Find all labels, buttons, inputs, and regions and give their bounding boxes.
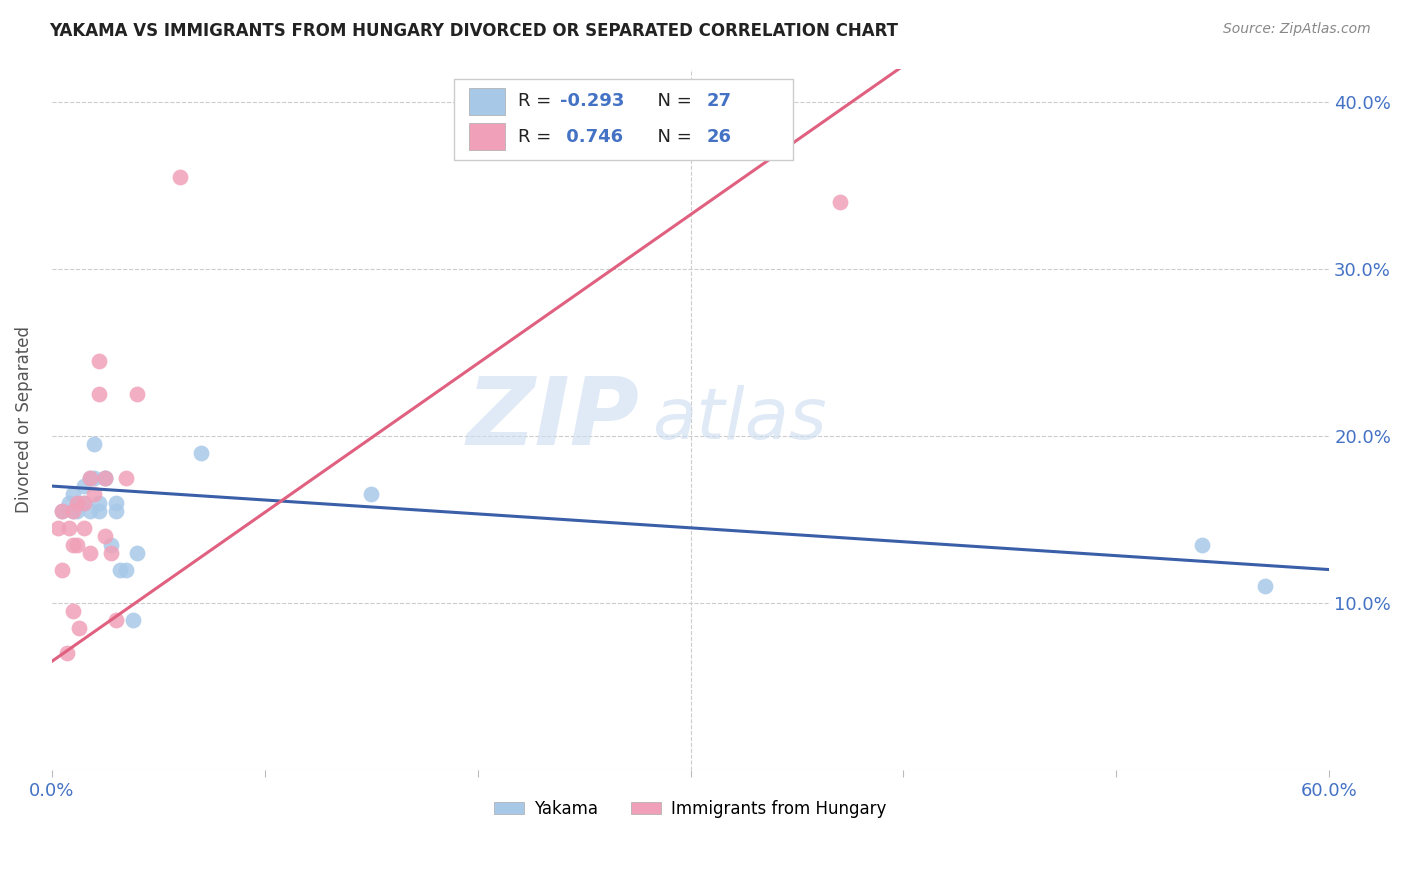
Point: [1191, 537, 1213, 551]
Point: [73, 496, 96, 510]
Text: N =: N =: [645, 128, 697, 145]
Point: [51, 563, 73, 577]
Point: [94, 471, 117, 485]
Point: [100, 537, 122, 551]
Point: [58, 521, 80, 535]
Point: [87, 387, 110, 401]
Point: [79, 504, 101, 518]
Point: [58, 496, 80, 510]
Point: [79, 471, 101, 485]
Point: [94, 471, 117, 485]
Legend: Yakama, Immigrants from Hungary: Yakama, Immigrants from Hungary: [488, 794, 894, 825]
Point: [87, 504, 110, 518]
Point: [121, 613, 143, 627]
Point: [51, 504, 73, 518]
Text: N =: N =: [645, 93, 697, 111]
Point: [66, 537, 89, 551]
Text: R =: R =: [517, 93, 557, 111]
Point: [62, 504, 84, 518]
Text: ZIP: ZIP: [467, 373, 640, 466]
Text: 26: 26: [707, 128, 733, 145]
Point: [100, 546, 122, 560]
Bar: [470, 88, 505, 115]
Point: [125, 546, 148, 560]
Point: [94, 471, 117, 485]
Point: [360, 487, 382, 501]
Point: [190, 445, 212, 459]
Point: [1254, 579, 1277, 593]
Point: [51, 504, 73, 518]
Bar: [470, 123, 505, 150]
Point: [125, 387, 148, 401]
Text: Source: ZipAtlas.com: Source: ZipAtlas.com: [1223, 22, 1371, 37]
Point: [104, 504, 127, 518]
Point: [83, 471, 105, 485]
Point: [62, 487, 84, 501]
Point: [62, 537, 84, 551]
Point: [104, 496, 127, 510]
Point: [104, 613, 127, 627]
Point: [67, 621, 90, 635]
Point: [66, 496, 89, 510]
Point: [115, 471, 138, 485]
Point: [55, 646, 77, 660]
Point: [73, 479, 96, 493]
Point: [66, 504, 89, 518]
Text: -0.293: -0.293: [560, 93, 624, 111]
Text: YAKAMA VS IMMIGRANTS FROM HUNGARY DIVORCED OR SEPARATED CORRELATION CHART: YAKAMA VS IMMIGRANTS FROM HUNGARY DIVORC…: [49, 22, 898, 40]
Point: [828, 195, 851, 210]
Point: [115, 563, 138, 577]
Text: 27: 27: [707, 93, 733, 111]
Point: [79, 471, 101, 485]
Point: [62, 504, 84, 518]
Point: [108, 563, 131, 577]
Point: [79, 546, 101, 560]
Text: R =: R =: [517, 128, 557, 145]
Point: [169, 170, 191, 185]
Point: [73, 521, 96, 535]
Point: [83, 487, 105, 501]
Text: 0.746: 0.746: [560, 128, 623, 145]
Point: [73, 496, 96, 510]
Y-axis label: Divorced or Separated: Divorced or Separated: [15, 326, 32, 513]
Point: [83, 437, 105, 451]
Point: [94, 529, 117, 543]
FancyBboxPatch shape: [454, 79, 793, 160]
Point: [66, 496, 89, 510]
Point: [46, 521, 69, 535]
Point: [87, 496, 110, 510]
Point: [62, 604, 84, 618]
Point: [87, 353, 110, 368]
Text: atlas: atlas: [652, 384, 827, 454]
